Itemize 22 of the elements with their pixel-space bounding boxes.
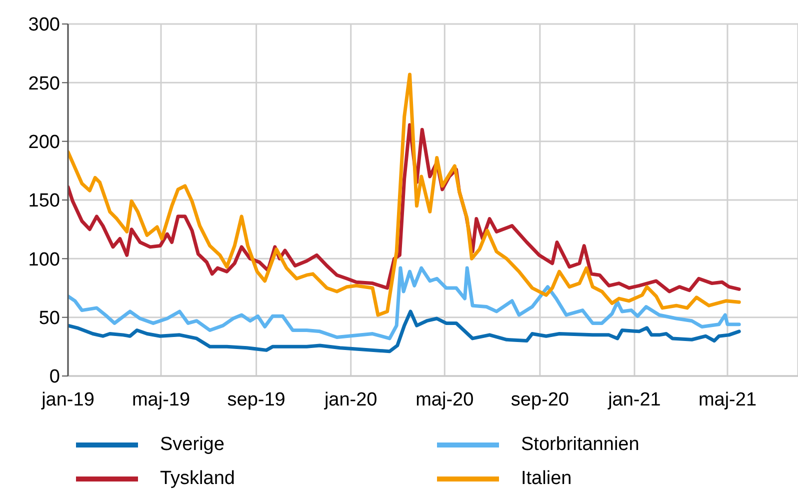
x-tick-label: maj-20	[416, 389, 474, 410]
y-tick-label: 200	[28, 132, 60, 154]
legend-label: Storbritannien	[521, 434, 640, 456]
x-tick-label: jan-20	[323, 389, 378, 410]
legend-label: Sverige	[160, 434, 224, 456]
x-tick-label: jan-21	[607, 389, 661, 410]
legend-label: Tyskland	[160, 468, 235, 490]
x-tick-label: jan-19	[40, 389, 94, 410]
line-series	[68, 310, 741, 354]
y-tick-label: 50	[38, 308, 60, 330]
x-tick-label: sep-20	[510, 389, 569, 410]
y-tick-label: 300	[28, 14, 60, 36]
x-tick-label: sep-19	[227, 389, 286, 410]
y-tick-label: 100	[28, 249, 60, 270]
x-tick-label: maj-19	[132, 389, 190, 410]
line-series	[68, 266, 741, 340]
legend-label: Italien	[521, 468, 572, 490]
line-series	[68, 72, 741, 317]
x-tick-label: maj-21	[698, 389, 757, 410]
y-tick-label: 250	[28, 73, 60, 94]
y-tick-label: 150	[28, 190, 60, 212]
y-tick-label: 0	[49, 366, 60, 388]
